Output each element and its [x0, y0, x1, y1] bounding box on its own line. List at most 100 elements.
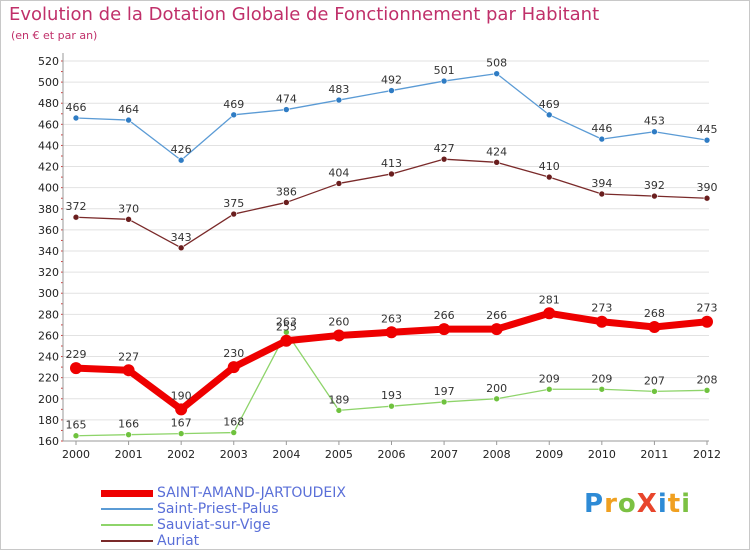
- legend-item: Sauviat-sur-Vige: [101, 517, 401, 533]
- data-label: 413: [381, 157, 402, 170]
- x-tick-label: 2007: [430, 448, 458, 461]
- data-label: 260: [328, 315, 349, 328]
- y-tick-label: 460: [38, 118, 59, 131]
- y-tick-label: 160: [38, 435, 59, 448]
- data-label: 281: [539, 293, 560, 306]
- x-tick-label: 2002: [167, 448, 195, 461]
- data-point: [440, 398, 448, 406]
- data-label: 392: [644, 179, 665, 192]
- data-point: [175, 403, 188, 416]
- data-label: 166: [118, 418, 139, 431]
- data-point: [177, 430, 185, 437]
- x-tick-label: 2000: [62, 448, 90, 461]
- data-point: [280, 334, 293, 347]
- data-point: [651, 192, 658, 200]
- logo-letter: t: [667, 489, 682, 519]
- data-label: 193: [381, 389, 402, 402]
- data-point: [72, 213, 80, 221]
- data-point: [385, 326, 398, 339]
- x-tick-label: 2011: [640, 448, 668, 461]
- data-label-layer: 229 227 190 230 255 260 263 266 266 281 273 268 273 4…: [66, 57, 718, 432]
- y-tick-label: 180: [38, 414, 59, 427]
- data-point: [545, 111, 553, 119]
- data-label: 189: [328, 393, 349, 406]
- data-point: [125, 216, 132, 223]
- logo-letter: r: [604, 489, 618, 519]
- data-label: 273: [591, 302, 612, 315]
- data-point: [493, 395, 500, 403]
- data-point: [490, 323, 503, 336]
- data-point: [72, 114, 80, 122]
- legend-swatch: [101, 489, 153, 497]
- data-label: 453: [644, 115, 665, 128]
- data-point: [230, 210, 238, 218]
- data-point: [332, 329, 345, 342]
- grid-layer: [63, 60, 709, 442]
- data-point: [230, 429, 238, 436]
- y-tick-label: 260: [38, 329, 59, 342]
- x-tick-label: 2010: [588, 448, 616, 461]
- data-point: [438, 323, 451, 336]
- series-layer: [70, 70, 713, 440]
- y-tick-label: 200: [38, 393, 59, 406]
- legend-swatch: [101, 508, 153, 510]
- data-point: [493, 159, 500, 166]
- y-tick-label: 400: [38, 182, 59, 195]
- y-tick-label: 520: [38, 55, 59, 68]
- y-tick-label: 320: [38, 266, 59, 279]
- data-point: [598, 135, 606, 143]
- data-label: 167: [171, 417, 192, 430]
- data-label: 268: [644, 307, 665, 320]
- x-tick-label: 2001: [115, 448, 143, 461]
- data-point: [388, 170, 395, 178]
- data-label: 492: [381, 74, 402, 87]
- data-label: 263: [276, 315, 297, 328]
- data-label: 464: [118, 103, 139, 116]
- data-point: [701, 315, 713, 328]
- x-tick-label: 2009: [535, 448, 563, 461]
- data-point: [122, 364, 135, 377]
- data-point: [493, 70, 500, 77]
- logo-letter: o: [617, 489, 637, 519]
- y-tick-label: 380: [38, 203, 59, 216]
- logo-letter: X: [636, 489, 658, 519]
- data-label: 255: [276, 321, 297, 334]
- data-label: 375: [223, 197, 244, 210]
- logo-letter: i: [657, 489, 668, 519]
- data-point: [283, 199, 290, 206]
- data-point: [440, 155, 448, 163]
- data-point: [440, 77, 448, 85]
- data-point: [545, 173, 553, 181]
- y-tick-label: 440: [38, 139, 59, 152]
- data-label: 229: [66, 348, 87, 361]
- data-label: 410: [539, 160, 560, 173]
- data-point: [545, 385, 553, 393]
- data-label: 165: [66, 419, 87, 432]
- y-tick-label: 480: [38, 97, 59, 110]
- data-label: 263: [381, 312, 402, 325]
- data-label: 404: [328, 166, 349, 179]
- data-label: 426: [171, 143, 192, 156]
- data-point: [177, 244, 185, 252]
- y-tick-label: 300: [38, 287, 59, 300]
- logo-letter: P: [584, 489, 605, 519]
- x-tick-label: 2012: [693, 448, 721, 461]
- data-label: 446: [591, 122, 612, 135]
- data-label: 208: [697, 373, 718, 386]
- data-label: 372: [66, 200, 87, 213]
- y-tick-label: 500: [38, 76, 59, 89]
- data-point: [703, 136, 711, 144]
- data-point: [227, 361, 240, 374]
- legend-item: SAINT-AMAND-JARTOUDEIX: [101, 485, 401, 501]
- data-point: [125, 116, 132, 124]
- data-label: 266: [434, 309, 455, 322]
- data-label: 370: [118, 202, 139, 215]
- x-tick-label: 2005: [325, 448, 353, 461]
- data-label: 469: [539, 98, 560, 111]
- y-tick-label: 280: [38, 308, 59, 321]
- y-tick-label: 240: [38, 351, 59, 364]
- data-point: [651, 388, 658, 395]
- data-label: 483: [328, 83, 349, 96]
- legend-label: Saint-Priest-Palus: [157, 501, 279, 517]
- legend-swatch: [101, 524, 153, 526]
